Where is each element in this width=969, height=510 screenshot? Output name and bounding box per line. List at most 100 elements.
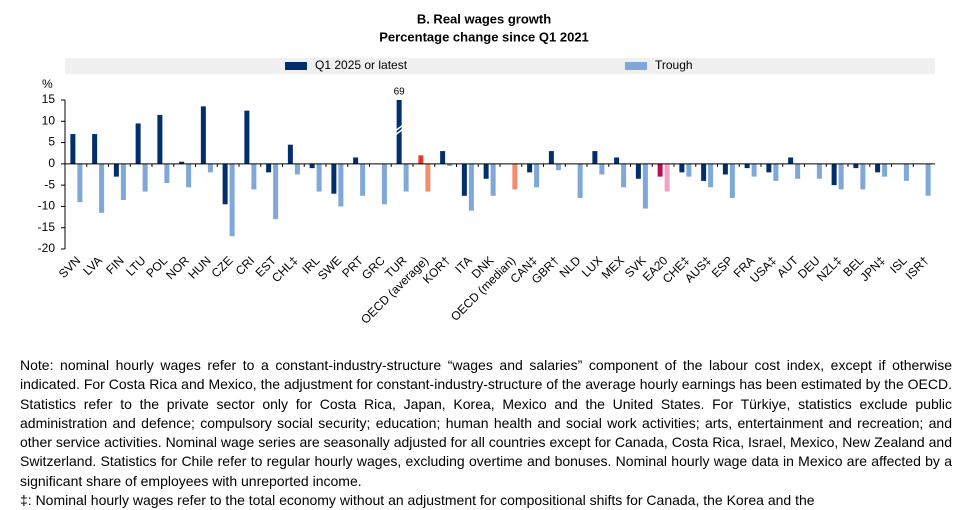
bar [186, 163, 192, 188]
axis-break [394, 124, 404, 132]
y-tick-label: 10 [42, 113, 56, 127]
bar [294, 163, 300, 175]
bar [838, 163, 844, 190]
bar [418, 155, 424, 164]
bar [903, 163, 909, 181]
bar [766, 163, 772, 173]
bar [179, 161, 185, 164]
bar [440, 151, 446, 164]
chart-title: B. Real wages growth [417, 11, 551, 26]
bar [113, 163, 119, 177]
x-tick-label: LTU [123, 253, 148, 278]
note-text: ‡: Nominal hourly wages refer to the tot… [20, 492, 815, 509]
bar [157, 114, 163, 164]
bar [751, 163, 757, 177]
bar [251, 163, 257, 190]
bar [875, 163, 881, 173]
bar [679, 163, 685, 173]
bar [403, 163, 409, 192]
x-tick-label: AUT [774, 253, 801, 280]
bar [142, 163, 148, 192]
y-tick-label: -5 [44, 177, 55, 191]
bar [925, 163, 931, 196]
bar [708, 163, 714, 188]
bar [120, 163, 126, 201]
y-tick-label: -15 [38, 220, 56, 234]
x-tick-label: SVN [56, 253, 83, 280]
bar [614, 157, 620, 164]
bar [642, 163, 648, 209]
bar [686, 163, 692, 177]
bar [222, 163, 228, 205]
bar [381, 163, 387, 205]
x-tick-label: CHL‡ [269, 253, 301, 285]
bar [657, 163, 663, 177]
legend-background [65, 58, 935, 74]
bar [353, 157, 359, 164]
note-text: Note: nominal hourly wages refer to a co… [20, 357, 952, 489]
legend-label: Trough [655, 58, 693, 72]
bar [729, 163, 735, 198]
chart: B. Real wages growth Percentage change s… [38, 11, 935, 327]
bar [273, 163, 279, 220]
y-unit: % [42, 77, 53, 91]
bar [244, 110, 250, 164]
bar [592, 151, 598, 164]
bar [816, 163, 822, 179]
bar [664, 163, 670, 192]
bar [788, 157, 794, 164]
bar [92, 134, 98, 164]
bar [534, 163, 540, 188]
page: {"chart_data":{"type":"bar","title":"B. … [20, 11, 952, 509]
bar [773, 163, 779, 181]
x-tick-label: HUN [185, 253, 213, 281]
bar [621, 163, 627, 188]
bar [77, 163, 83, 203]
x-tick-label: NLD [557, 253, 584, 280]
bar [207, 163, 213, 173]
axis-break [394, 128, 404, 136]
x-tick-label: SWE [315, 253, 344, 282]
bar [200, 106, 206, 164]
bar [512, 163, 518, 190]
bar [555, 163, 561, 171]
y-tick-label: -20 [38, 241, 56, 255]
bar [70, 134, 76, 164]
bar [795, 163, 801, 179]
bars [70, 100, 931, 237]
x-tick-label: GRC [359, 253, 388, 282]
x-tick-label: LVA [80, 253, 105, 278]
chart-subtitle: Percentage change since Q1 2021 [379, 29, 589, 44]
y-tick-label: -10 [38, 199, 56, 213]
x-tick-label: CRI [233, 253, 258, 278]
bar [483, 163, 489, 179]
bar [490, 163, 496, 196]
bar [425, 163, 431, 192]
legend-label: Q1 2025 or latest [315, 58, 408, 72]
bar [360, 163, 366, 196]
bar [548, 151, 554, 164]
bar [316, 163, 322, 192]
bar [468, 163, 474, 211]
bar [831, 163, 837, 186]
x-tick-label: JPN‡ [857, 253, 888, 284]
bar [860, 163, 866, 190]
bar [331, 163, 337, 194]
bar [309, 163, 315, 169]
y-tick-label: 15 [42, 92, 56, 106]
x-tick-label: MEX [599, 253, 627, 281]
bar [164, 163, 170, 184]
x-tick-label: NOR [163, 253, 192, 282]
bar [338, 163, 344, 207]
bar [447, 163, 453, 166]
legend-swatch [285, 62, 307, 70]
bar [577, 163, 583, 198]
bar [701, 163, 707, 181]
x-tick-label: LUX [579, 253, 605, 279]
bar [599, 163, 605, 175]
y-tick-label: 5 [48, 135, 55, 149]
bar [882, 163, 888, 177]
y-tick-label: 0 [48, 156, 55, 170]
bar [396, 100, 402, 164]
bar [287, 144, 293, 164]
